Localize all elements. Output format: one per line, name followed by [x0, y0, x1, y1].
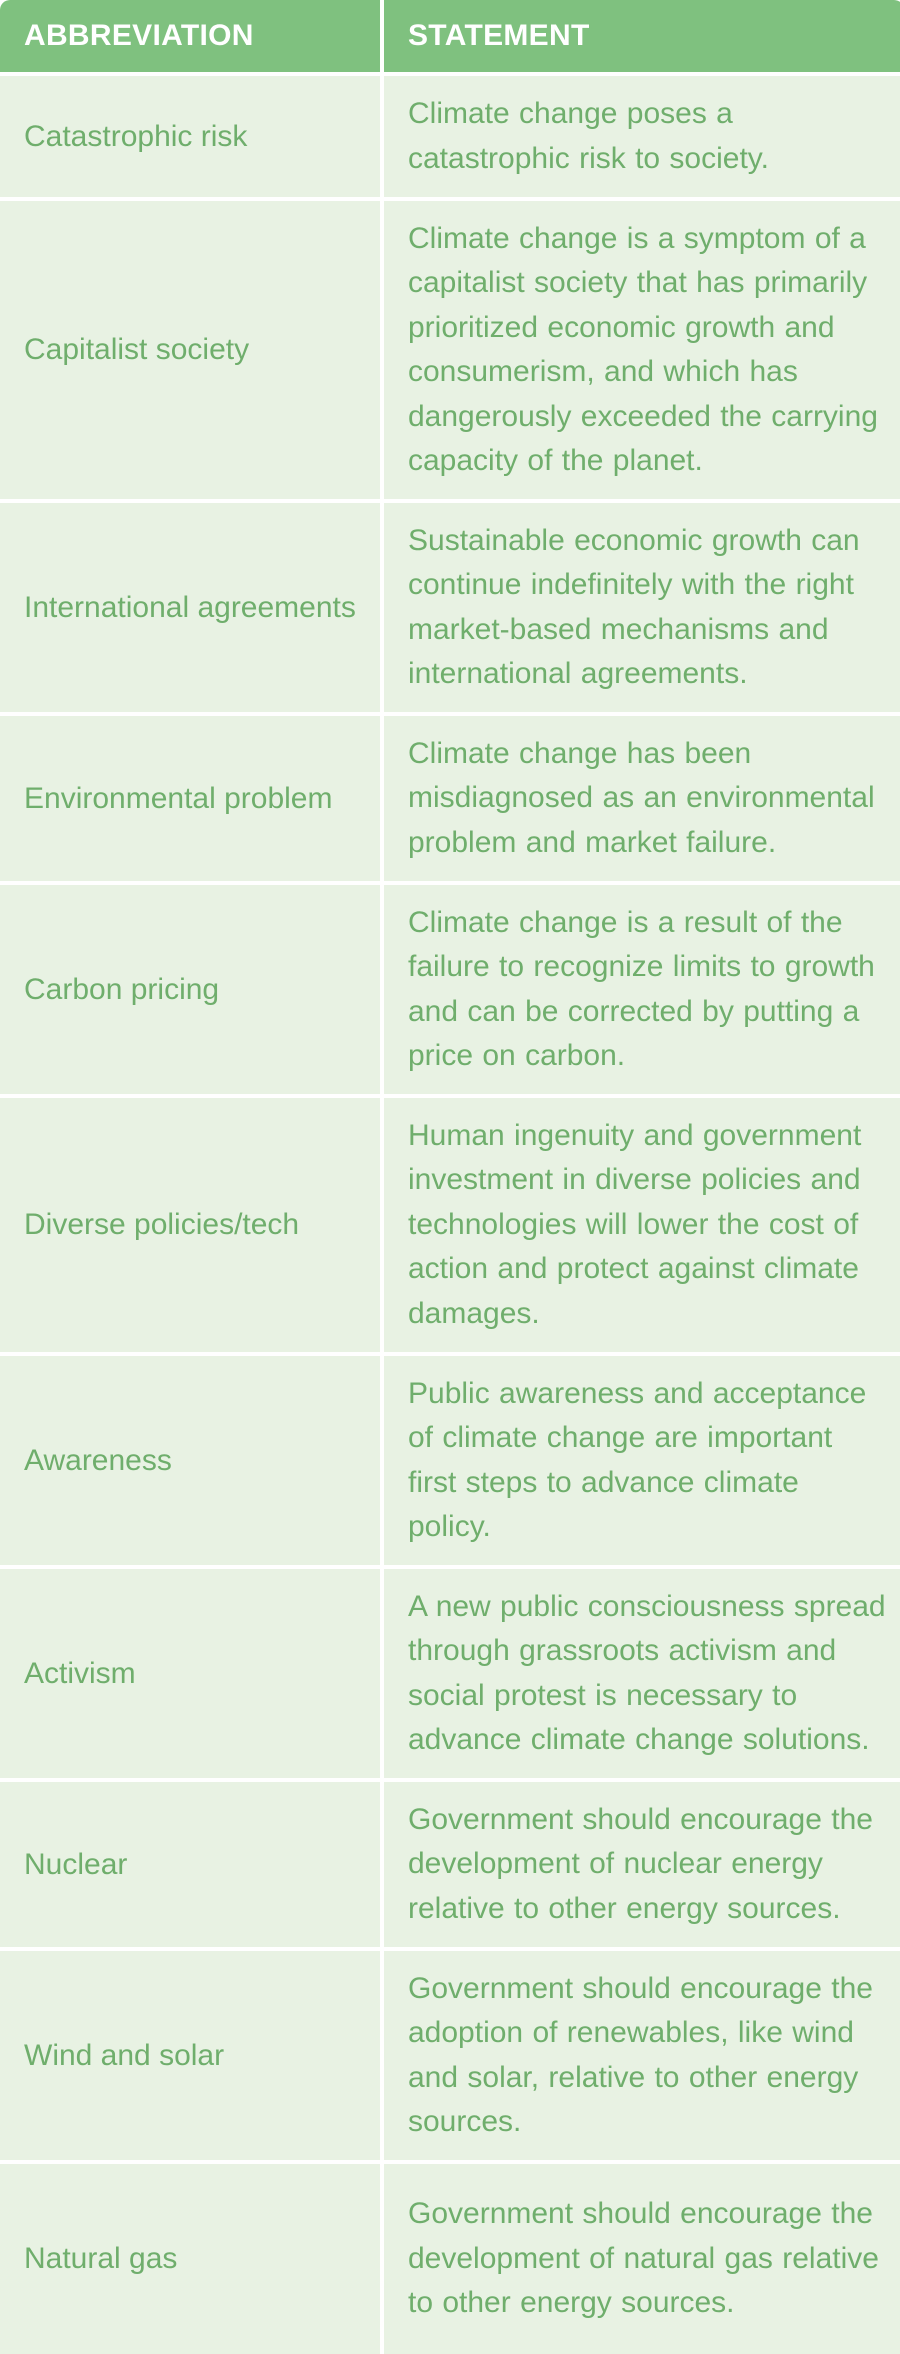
- abbreviation-cell: Nuclear: [0, 1782, 380, 1947]
- statement-text: Human ingenuity and government investmen…: [408, 1118, 862, 1330]
- abbreviation-cell: Environmental problem: [0, 716, 380, 881]
- statement-text: Public awareness and acceptance of clima…: [408, 1376, 867, 1544]
- statement-cell: Climate change has been misdiagnosed as …: [384, 716, 900, 881]
- statement-text: Climate change is a result of the failur…: [408, 905, 875, 1073]
- statement-cell: Government should encourage the developm…: [384, 1782, 900, 1947]
- abbreviation-cell: Natural gas: [0, 2164, 380, 2354]
- statement-text: Government should encourage the developm…: [408, 1802, 873, 1925]
- abbreviation-cell: Activism: [0, 1569, 380, 1778]
- statement-cell: Sustainable economic growth can continue…: [384, 503, 900, 712]
- statement-cell: Government should encourage the adoption…: [384, 1951, 900, 2160]
- statement-text: Climate change is a symptom of a capital…: [408, 221, 878, 478]
- abbreviation-cell: Catastrophic risk: [0, 76, 380, 197]
- abbreviation-cell: Carbon pricing: [0, 885, 380, 1094]
- statement-text: Sustainable economic growth can continue…: [408, 523, 860, 691]
- column-header-abbreviation: ABBREVIATION: [0, 0, 380, 72]
- abbreviation-cell: International agreements: [0, 503, 380, 712]
- abbreviation-cell: Capitalist society: [0, 201, 380, 499]
- abbreviation-cell: Wind and solar: [0, 1951, 380, 2160]
- column-header-statement: STATEMENT: [384, 0, 900, 72]
- statement-text: Climate change has been misdiagnosed as …: [408, 736, 875, 859]
- statement-cell: Government should encourage the developm…: [384, 2164, 900, 2354]
- statement-text: Government should encourage the adoption…: [408, 1971, 873, 2139]
- statement-cell: Climate change is a result of the failur…: [384, 885, 900, 1094]
- statement-text: Climate change poses a catastrophic risk…: [408, 97, 769, 175]
- statement-cell: Public awareness and acceptance of clima…: [384, 1356, 900, 1565]
- statement-cell: Human ingenuity and government investmen…: [384, 1098, 900, 1352]
- abbreviation-cell: Awareness: [0, 1356, 380, 1565]
- abbreviation-cell: Diverse policies/tech: [0, 1098, 380, 1352]
- statement-cell: A new public consciousness spread throug…: [384, 1569, 900, 1778]
- statement-cell: Climate change is a symptom of a capital…: [384, 201, 900, 499]
- statement-text: A new public consciousness spread throug…: [408, 1589, 886, 1757]
- statement-text: Government should encourage the developm…: [408, 2197, 879, 2320]
- statement-cell: Climate change poses a catastrophic risk…: [384, 76, 900, 197]
